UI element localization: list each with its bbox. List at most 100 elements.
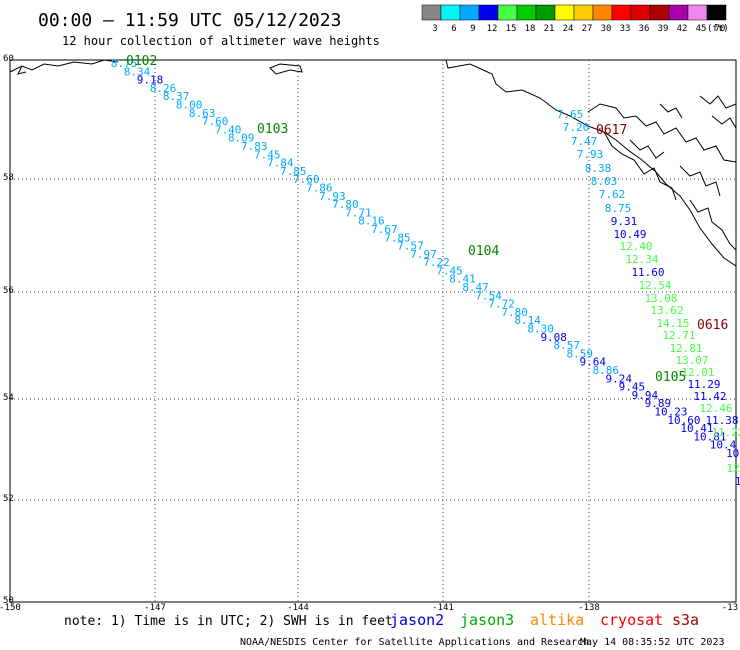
satellite-name: jason2 [390, 611, 444, 629]
wave-height-label: 8.41 [449, 273, 476, 286]
wave-height-label: 8.75 [605, 202, 632, 215]
legend-swatch [592, 4, 613, 21]
legend-tick-label: 70 [715, 24, 726, 34]
pass-time-label: 0103 [257, 122, 288, 137]
legend-tick-label: 39 [658, 24, 669, 34]
wave-height-label: 8.03 [591, 175, 618, 188]
legend-tick-label: 18 [525, 24, 536, 34]
legend-tick-label: 9 [470, 24, 475, 34]
wave-height-label: 7.85 [280, 165, 307, 178]
wave-height-label: 7.54 [475, 289, 502, 302]
wave-height-label: 14.15 [656, 317, 689, 330]
wave-height-label: 8.47 [462, 281, 489, 294]
longitude-tick-label: -150 [0, 603, 21, 613]
legend-swatch [706, 4, 727, 21]
latitude-tick-label: 60 [3, 54, 14, 64]
wave-height-label: 8.16 [358, 215, 385, 228]
wave-height-label: 7.62 [599, 188, 626, 201]
wave-height-label: 7.45 [436, 264, 463, 277]
coast-range-coastline [689, 199, 737, 251]
wave-height-label: 7.40 [215, 123, 242, 136]
legend-swatch [630, 4, 651, 21]
wave-height-label: 12.81 [669, 342, 702, 355]
wave-height-label: 11.60 [631, 266, 664, 279]
wave-height-label: 10.60 [667, 414, 700, 427]
wave-height-label: 7.67 [371, 223, 398, 236]
legend-swatch [649, 4, 670, 21]
legend-tick-label: 30 [601, 24, 612, 34]
satellite-track-jason2: 8.758.349.188.268.378.008.637.607.408.09… [111, 57, 740, 460]
legend-tick-label: 24 [563, 24, 574, 34]
wave-height-label: 9.89 [645, 397, 672, 410]
legend-tick-label: 21 [544, 24, 555, 34]
wave-height-label: 7.93 [319, 190, 346, 203]
legend-swatch [687, 4, 708, 21]
wave-height-label: 12 [726, 462, 739, 475]
legend-swatch [497, 4, 518, 21]
wave-height-label: 8.59 [566, 347, 593, 360]
wave-height-label: 8.38 [585, 162, 612, 175]
wave-height-label: 9.31 [611, 215, 638, 228]
wave-height-label: 7.93 [577, 148, 604, 161]
wave-height-label: 7.86 [306, 181, 333, 194]
alexander-archipelago-coastline [603, 131, 677, 201]
wave-height-label: 12.71 [662, 329, 695, 342]
wave-height-label: 8.09 [228, 132, 255, 145]
longitude-tick-label: -141 [432, 603, 454, 613]
wave-height-label: 100 [726, 447, 740, 460]
kenai-coastline [269, 63, 303, 75]
wave-height-label: 8.00 [176, 98, 203, 111]
wave-height-label: 13.62 [650, 304, 683, 317]
latitude-tick-label: 56 [3, 286, 14, 296]
page-title: 00:00 – 11:59 UTC 05/12/2023 [38, 10, 341, 31]
wave-height-label: 7.84 [267, 157, 294, 170]
wave-height-label: 7.20 [563, 121, 590, 134]
latitude-tick-label: 50 [3, 596, 14, 606]
wave-height-label: 8.34 [124, 65, 151, 78]
wave-height-label: 13.08 [644, 292, 677, 305]
legend-swatch [440, 4, 461, 21]
footer-note: note: 1) Time is in UTC; 2) SWH is in fe… [64, 614, 393, 629]
satellite-name: s3a [672, 611, 699, 629]
wave-height-label: 7.72 [488, 298, 515, 311]
legend-tick-label: 15 [506, 24, 517, 34]
legend-tick-label: 45 [696, 24, 707, 34]
legend-tick-label: 12 [487, 24, 498, 34]
inside-passage-coastline [587, 103, 737, 163]
latitude-tick-label: 58 [3, 173, 14, 183]
footer-timestamp: May 14 08:35:52 UTC 2023 [580, 637, 725, 648]
legend-swatch [611, 4, 632, 21]
wave-height-label: 9.24 [606, 372, 633, 385]
wave-height-label: 7.22 [423, 256, 450, 269]
wave-height-label: 8.30 [527, 323, 554, 336]
fjord-coastline-c [659, 103, 683, 119]
wave-height-label: 7.83 [241, 140, 268, 153]
wave-height-label: 9.18 [137, 74, 164, 87]
wave-height-label: 10.4 [710, 439, 737, 452]
longitude-tick-label: -13 [722, 603, 738, 613]
legend-tick-label: 33 [620, 24, 631, 34]
fjord-coastline-b [711, 115, 737, 129]
archipelago-inlet-coastline-a [629, 139, 665, 159]
satellite-name: altika [530, 611, 584, 629]
wave-height-label: 8.26 [150, 82, 177, 95]
footer-credit: NOAA/NESDIS Center for Satellite Applica… [240, 637, 589, 648]
wave-height-label: 8.14 [514, 314, 541, 327]
wave-height-label: 12.34 [625, 253, 658, 266]
wave-height-label: 11.29 [687, 378, 720, 391]
wave-height-label: 7.80 [501, 306, 528, 319]
wave-height-label: 10.49 [613, 228, 646, 241]
wave-height-label: 13.07 [675, 354, 708, 367]
alaska-peninsula-coastline [9, 59, 119, 73]
wave-height-label: 11.42 [693, 390, 726, 403]
wave-height-label: 7.85 [384, 231, 411, 244]
wave-height-label: 12.01 [681, 366, 714, 379]
color-legend: 3 6 9 12 15 18 21 24 27 30 33 36 39 42 45 70 [421, 4, 727, 34]
wave-height-label: 12.54 [638, 279, 671, 292]
legend-swatch [573, 4, 594, 21]
kodiak-coastline [17, 65, 27, 75]
satellite-name: cryosat [600, 611, 663, 629]
wave-height-label: 10.41 [680, 422, 713, 435]
